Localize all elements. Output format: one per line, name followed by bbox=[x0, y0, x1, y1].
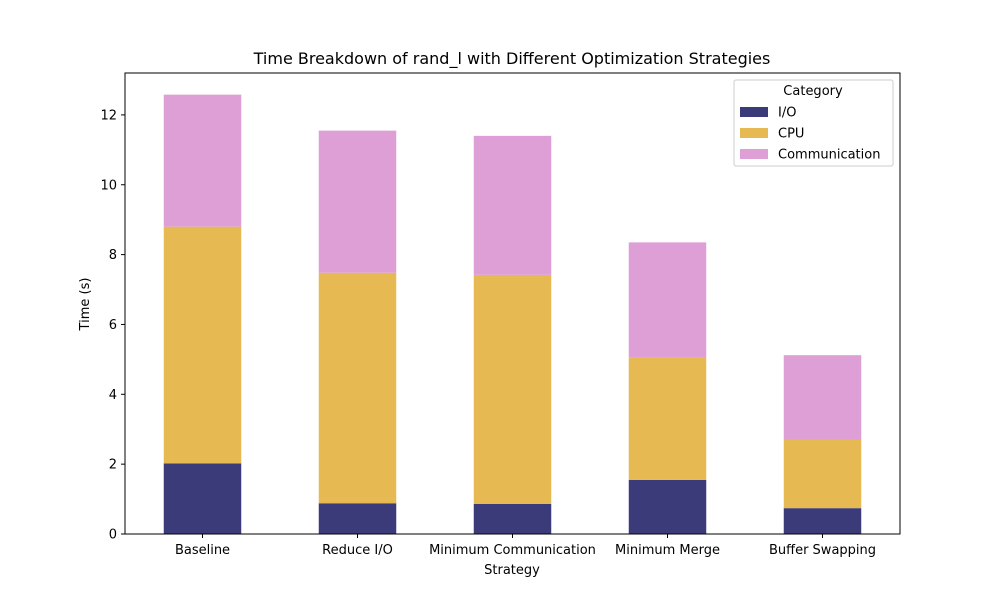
y-tick-label: 6 bbox=[109, 318, 117, 333]
legend: Category I/O CPU Communication bbox=[733, 79, 894, 167]
bar-segment bbox=[163, 226, 242, 464]
bar-segment bbox=[628, 242, 707, 358]
legend-entry-label: I/O bbox=[778, 106, 796, 121]
x-tick-label: Baseline bbox=[175, 543, 230, 558]
bar-segment bbox=[163, 94, 242, 227]
y-tick-label: 0 bbox=[109, 528, 117, 543]
bar-segment bbox=[783, 355, 862, 440]
y-axis-label: Time (s) bbox=[78, 278, 93, 332]
legend-entry-label: Communication bbox=[778, 148, 880, 163]
bar-segment bbox=[628, 357, 707, 480]
y-tick-label: 2 bbox=[109, 458, 117, 473]
bar-segment bbox=[318, 130, 397, 273]
y-tick-label: 12 bbox=[100, 108, 117, 123]
x-tick-label: Reduce I/O bbox=[322, 543, 393, 558]
bar-segment bbox=[473, 135, 552, 275]
bar-segment bbox=[628, 479, 707, 534]
bar-segment bbox=[163, 463, 242, 534]
bar-segment bbox=[318, 272, 397, 504]
bar-segment bbox=[318, 503, 397, 534]
y-tick-label: 8 bbox=[109, 248, 117, 263]
y-axis: 0 2 4 6 8 10 12 bbox=[100, 108, 125, 543]
y-tick-label: 10 bbox=[100, 178, 117, 193]
legend-swatch bbox=[740, 107, 768, 117]
chart-title: Time Breakdown of rand_l with Different … bbox=[253, 49, 771, 69]
y-tick-label: 4 bbox=[109, 388, 117, 403]
x-tick-label: Minimum Merge bbox=[615, 543, 720, 558]
x-tick-label: Minimum Communication bbox=[429, 543, 596, 558]
bar-segment bbox=[783, 439, 862, 509]
bar-segment bbox=[473, 503, 552, 534]
legend-swatch bbox=[740, 128, 768, 138]
legend-box bbox=[733, 79, 894, 167]
bars-group bbox=[163, 94, 862, 534]
legend-entry-label: CPU bbox=[778, 127, 804, 142]
x-axis: Baseline Reduce I/O Minimum Communication M… bbox=[175, 534, 876, 558]
bar-segment bbox=[783, 508, 862, 534]
legend-title: Category bbox=[783, 84, 843, 99]
x-tick-label: Buffer Swapping bbox=[769, 543, 876, 558]
bar-segment bbox=[473, 274, 552, 504]
x-axis-label: Strategy bbox=[484, 563, 540, 578]
legend-swatch bbox=[740, 149, 768, 159]
